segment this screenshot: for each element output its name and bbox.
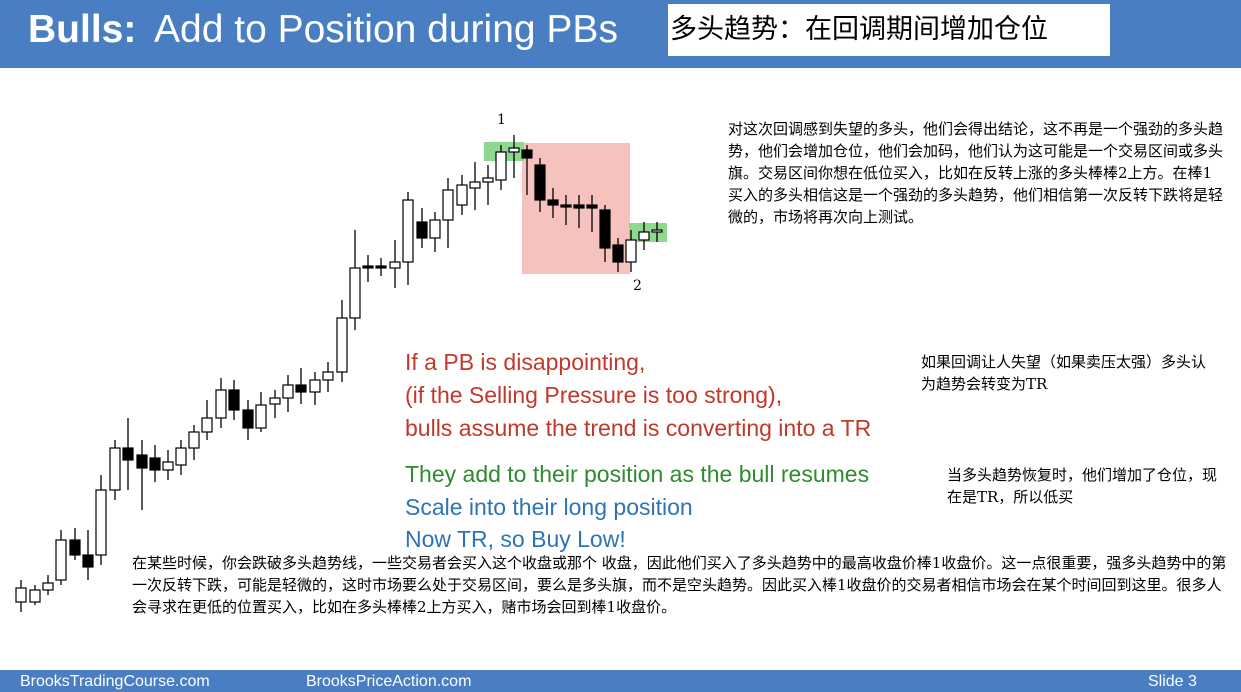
- bull-candle: [456, 184, 468, 206]
- lower-right-note: 当多头趋势恢复时，他们增加了仓位，现在是TR，所以低买: [947, 466, 1218, 506]
- bull-candle: [282, 384, 294, 399]
- bear-candle: [362, 265, 374, 269]
- bull-candle: [389, 261, 401, 269]
- bull-candle: [495, 151, 507, 181]
- bull-candle: [482, 177, 494, 183]
- bull-candle: [188, 431, 200, 449]
- bull-candle: [215, 389, 227, 419]
- bull-candle: [469, 181, 481, 189]
- bull-candle: [95, 489, 107, 556]
- bear-candle: [599, 209, 611, 249]
- bull-candle: [162, 461, 174, 471]
- bear-candle: [375, 265, 387, 269]
- bull-candle: [201, 417, 213, 433]
- bull-candle: [349, 267, 361, 319]
- candlestick-chart: [15, 135, 667, 612]
- bull-candle: [255, 404, 267, 429]
- footer-left-link[interactable]: BrooksTradingCourse.com: [20, 673, 210, 690]
- title-chinese: 多头趋势：在回调期间增加仓位: [668, 4, 1110, 56]
- bear-candle: [122, 447, 134, 461]
- bear-candle: [560, 204, 572, 208]
- bull-candle: [269, 397, 281, 405]
- english-line-3: bulls assume the trend is converting int…: [405, 415, 872, 441]
- english-line-5: Scale into their long position: [405, 494, 693, 520]
- bull-candle: [55, 539, 67, 581]
- bull-candle: [508, 147, 520, 153]
- english-line-1: If a PB is disappointing,: [405, 349, 646, 375]
- bar-label-2: 2: [633, 278, 642, 294]
- bear-candle: [295, 384, 307, 393]
- title-text: Add to Position during PBs: [154, 8, 618, 51]
- bear-candle: [612, 244, 624, 263]
- bull-candle: [402, 199, 414, 263]
- footer-center-link[interactable]: BrooksPriceAction.com: [306, 673, 472, 690]
- title-bold: Bulls:: [28, 8, 137, 51]
- bear-candle: [82, 554, 94, 568]
- bull-candle: [625, 239, 637, 263]
- bull-candle: [309, 379, 321, 393]
- bull-candle: [322, 371, 334, 381]
- bear-candle: [534, 164, 546, 201]
- bear-candle: [547, 199, 559, 206]
- bear-candle: [228, 389, 240, 411]
- english-line-4: They add to their position as the bull r…: [405, 461, 870, 487]
- bull-candle: [336, 317, 348, 373]
- bear-candle: [586, 204, 598, 209]
- footer-bar: BrooksTradingCourse.com BrooksPriceActio…: [0, 670, 1241, 692]
- bear-candle: [521, 149, 533, 159]
- bottom-note: 在某些时候，你会跌破多头趋势线，一些交易者会买入这个收盘或那个 收盘，因此他们买…: [132, 552, 1232, 618]
- candles-group: [15, 135, 663, 612]
- top-right-note: 对这次回调感到失望的多头，他们会得出结论，这不再是一个强劲的多头趋势，他们会增加…: [728, 120, 1224, 226]
- english-line-6: Now TR, so Buy Low!: [405, 526, 626, 552]
- bear-candle: [136, 454, 148, 469]
- bear-candle: [416, 221, 428, 239]
- bull-candle: [42, 582, 54, 591]
- bull-candle: [651, 229, 663, 233]
- header-bar: Bulls: Add to Position during PBs 多头趋势：在…: [0, 0, 1241, 68]
- bull-candle: [175, 447, 187, 466]
- bear-candle: [149, 457, 161, 471]
- bull-candle: [638, 231, 650, 241]
- mid-right-note: 如果回调让人失望（如果卖压太强）多头认为趋势会转变为TR: [921, 353, 1207, 393]
- bull-candle: [429, 219, 441, 239]
- bull-candle: [29, 589, 41, 603]
- bear-candle: [242, 409, 254, 429]
- slide-number: Slide 3: [1148, 673, 1197, 690]
- english-line-2: (if the Selling Pressure is too strong),: [405, 382, 783, 408]
- bull-candle: [15, 587, 27, 603]
- bear-candle: [69, 539, 81, 556]
- bull-candle: [109, 447, 121, 491]
- bar-label-1: 1: [497, 112, 506, 128]
- bull-candle: [442, 189, 454, 221]
- bear-candle: [573, 204, 585, 209]
